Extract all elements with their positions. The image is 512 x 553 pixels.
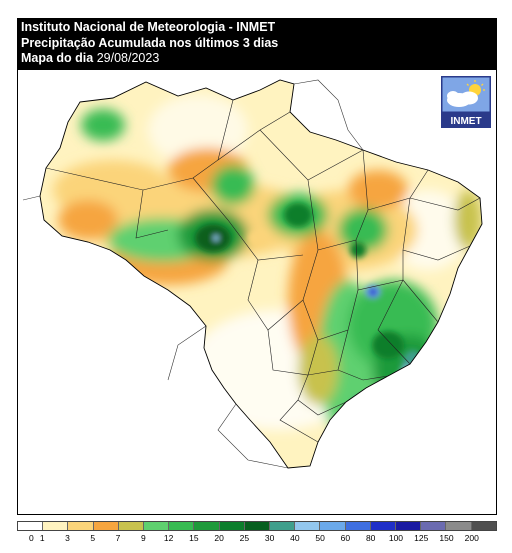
legend-tick-label: 1 — [39, 533, 45, 543]
legend-swatch — [93, 522, 119, 530]
legend-swatch — [446, 522, 472, 530]
legend-tick-label: 80 — [365, 533, 376, 543]
legend-swatch — [118, 522, 145, 530]
map-title: Precipitação Acumulada nos últimos 3 dia… — [21, 35, 279, 50]
legend-ticks: 0 1 3 5 7 9 12 15 20 25 30 40 50 60 80 100 125 150 200 — [17, 533, 497, 547]
map-date: 29/08/2023 — [96, 51, 160, 65]
legend-swatch — [396, 522, 422, 530]
legend-tick-label: 3 — [65, 533, 70, 543]
legend-swatch — [421, 522, 447, 530]
legend-swatch — [43, 522, 69, 530]
legend-swatch — [169, 522, 195, 530]
precipitation-legend: 0 1 3 5 7 9 12 15 20 25 30 40 50 60 80 100 125 150 200 — [17, 521, 497, 551]
legend-tick-label: 60 — [340, 533, 351, 543]
legend-swatch — [244, 522, 271, 530]
legend-tick-label: 125 — [414, 533, 429, 543]
legend-tick-label: 9 — [140, 533, 146, 543]
neighbor-borders — [22, 79, 364, 469]
legend-tick-label: 50 — [315, 533, 325, 543]
legend-tick-label: 20 — [214, 533, 224, 543]
legend-tick-label: 15 — [189, 533, 199, 543]
legend-swatch — [370, 522, 397, 530]
legend-swatch — [194, 522, 220, 530]
brazil-map-svg — [22, 79, 483, 469]
precipitation-map — [17, 70, 497, 515]
precipitation-field — [40, 80, 482, 468]
legend-tick-label: 200 — [464, 533, 479, 543]
legend-tick-label: 5 — [90, 533, 96, 543]
legend-tick-label: 7 — [115, 533, 121, 543]
legend-tick-label: 150 — [439, 533, 454, 543]
logo-text: INMET — [450, 116, 481, 127]
legend-tick-label: 0 — [29, 533, 34, 543]
legend-tick-label: 100 — [388, 533, 404, 543]
map-date-label: Mapa do dia — [21, 51, 94, 65]
legend-swatch — [68, 522, 94, 530]
map-date-line: Mapa do dia 29/08/2023 — [21, 51, 493, 67]
legend-swatch — [295, 522, 321, 530]
legend-tick-label: 12 — [163, 533, 174, 543]
legend-tick-label: 30 — [264, 533, 275, 543]
legend-tick-label: 40 — [290, 533, 300, 543]
institute-title: Instituto Nacional de Meteorologia - INM… — [21, 20, 276, 34]
legend-swatch — [320, 522, 346, 530]
legend-swatch — [18, 522, 44, 530]
legend-color-bar — [17, 521, 497, 531]
inmet-logo: INMET — [441, 76, 491, 128]
legend-tick-label: 25 — [239, 533, 250, 543]
legend-swatch — [345, 522, 371, 530]
country-border — [39, 79, 483, 469]
cloud-sun-icon: INMET — [441, 76, 491, 128]
legend-swatch — [270, 522, 296, 530]
legend-swatch — [471, 522, 496, 530]
map-header: Instituto Nacional de Meteorologia - INM… — [17, 18, 497, 70]
legend-swatch — [219, 522, 245, 530]
legend-swatch — [144, 522, 170, 530]
state-borders — [45, 99, 481, 443]
